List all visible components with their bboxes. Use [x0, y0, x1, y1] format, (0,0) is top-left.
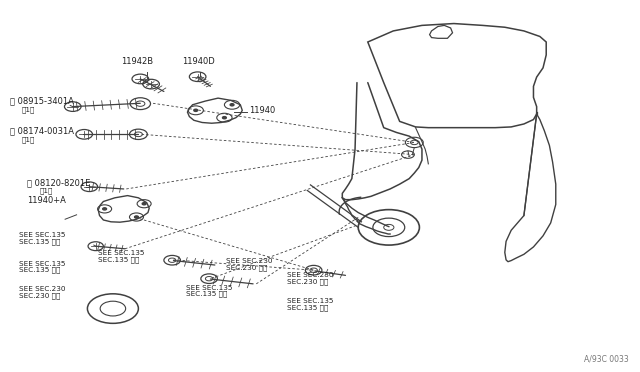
Text: SEE SEC.135: SEE SEC.135 — [287, 298, 333, 304]
Text: SEE SEC.230: SEE SEC.230 — [287, 272, 333, 278]
Text: SEC.135 参照: SEC.135 参照 — [287, 305, 328, 311]
Text: SEE SEC.135: SEE SEC.135 — [19, 232, 66, 238]
Text: SEC.135 参照: SEC.135 参照 — [186, 291, 228, 298]
Text: SEE SEC.230: SEE SEC.230 — [226, 257, 272, 264]
Text: SEC.135 参照: SEC.135 参照 — [19, 267, 61, 273]
Circle shape — [102, 208, 106, 210]
Text: Ⓜ 08915-3401A: Ⓜ 08915-3401A — [10, 97, 74, 106]
Text: A/93C 0033: A/93C 0033 — [584, 355, 629, 364]
Circle shape — [142, 203, 146, 205]
Text: SEE SEC.135: SEE SEC.135 — [186, 285, 233, 291]
Text: SEC.135 参照: SEC.135 参照 — [19, 238, 61, 245]
Circle shape — [230, 104, 234, 106]
Circle shape — [194, 109, 198, 112]
Text: 11940+A: 11940+A — [27, 196, 66, 205]
Text: SEC.230 参照: SEC.230 参照 — [19, 292, 61, 299]
Text: Ⓑ 08120-8201E: Ⓑ 08120-8201E — [27, 179, 90, 187]
Text: SEC.230 参照: SEC.230 参照 — [287, 279, 328, 285]
Text: 11940D: 11940D — [182, 57, 215, 66]
Text: SEE SEC.135: SEE SEC.135 — [99, 250, 145, 256]
Text: （1）: （1） — [22, 136, 35, 143]
Circle shape — [223, 116, 227, 119]
Text: （1）: （1） — [40, 187, 53, 194]
Text: 11940: 11940 — [248, 106, 275, 115]
Circle shape — [134, 216, 138, 218]
Text: Ⓑ 08174-0031A: Ⓑ 08174-0031A — [10, 127, 74, 136]
Text: 11942B: 11942B — [121, 57, 153, 66]
Text: SEC.230 参照: SEC.230 参照 — [226, 264, 267, 270]
Text: SEE SEC.135: SEE SEC.135 — [19, 260, 66, 266]
Text: SEC.135 参照: SEC.135 参照 — [99, 257, 140, 263]
Text: （1）: （1） — [22, 106, 35, 112]
Text: SEE SEC.230: SEE SEC.230 — [19, 286, 66, 292]
